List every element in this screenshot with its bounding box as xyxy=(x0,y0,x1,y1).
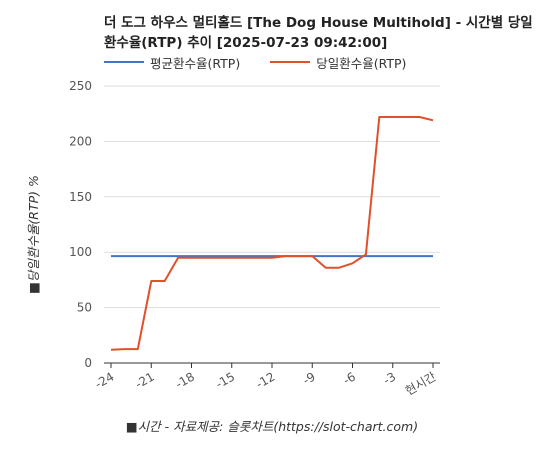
chart-title: 더 도그 하우스 멀티홀드 [The Dog House Multihold] … xyxy=(104,15,533,51)
x-tick-label: -21 xyxy=(133,369,157,391)
series-lines xyxy=(110,116,434,351)
y-tick-label: 100 xyxy=(69,245,92,259)
legend-swatch-average xyxy=(104,61,144,63)
y-tick-label: 150 xyxy=(69,190,92,204)
x-axis-ticks: -24 -21 -18 -15 -12 -9 -6 -3 현시간 xyxy=(93,363,439,398)
x-tick-label: -18 xyxy=(173,369,197,391)
y-tick-label: 250 xyxy=(69,79,92,93)
y-tick-label: 200 xyxy=(69,134,92,148)
x-tick-label: -15 xyxy=(213,369,237,391)
legend: 평균환수율(RTP) 당일환수율(RTP) xyxy=(104,52,436,72)
y-axis-ticks: 0 50 100 150 200 250 xyxy=(69,79,92,370)
legend-swatch-daily xyxy=(270,61,311,63)
x-tick-label: -12 xyxy=(254,369,278,391)
legend-item-average[interactable]: 평균환수율(RTP) xyxy=(104,53,240,72)
x-tick-label: -9 xyxy=(300,369,317,387)
series-line-daily[interactable] xyxy=(110,116,434,351)
x-axis-label: ■시간 - 자료제공: 슬롯차트(https://slot-chart.com) xyxy=(125,419,419,434)
x-tick-label: 현시간 xyxy=(403,369,439,398)
legend-label-daily: 당일환수율(RTP) xyxy=(316,55,407,71)
legend-item-daily[interactable]: 당일환수율(RTP) xyxy=(270,53,406,72)
y-tick-label: 0 xyxy=(84,356,92,370)
x-tick-label: -6 xyxy=(341,369,358,387)
legend-label-average: 평균환수율(RTP) xyxy=(150,55,241,71)
y-axis-label: ■당일환수율(RTP) % xyxy=(26,175,41,294)
grid-lines xyxy=(104,85,440,364)
y-tick-label: 50 xyxy=(77,301,92,315)
x-tick-label: -24 xyxy=(93,369,117,391)
x-tick-label: -3 xyxy=(381,369,398,387)
